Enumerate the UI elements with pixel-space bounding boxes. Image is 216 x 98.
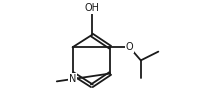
- Text: O: O: [126, 42, 133, 52]
- Text: OH: OH: [84, 3, 99, 13]
- Text: N: N: [69, 74, 76, 83]
